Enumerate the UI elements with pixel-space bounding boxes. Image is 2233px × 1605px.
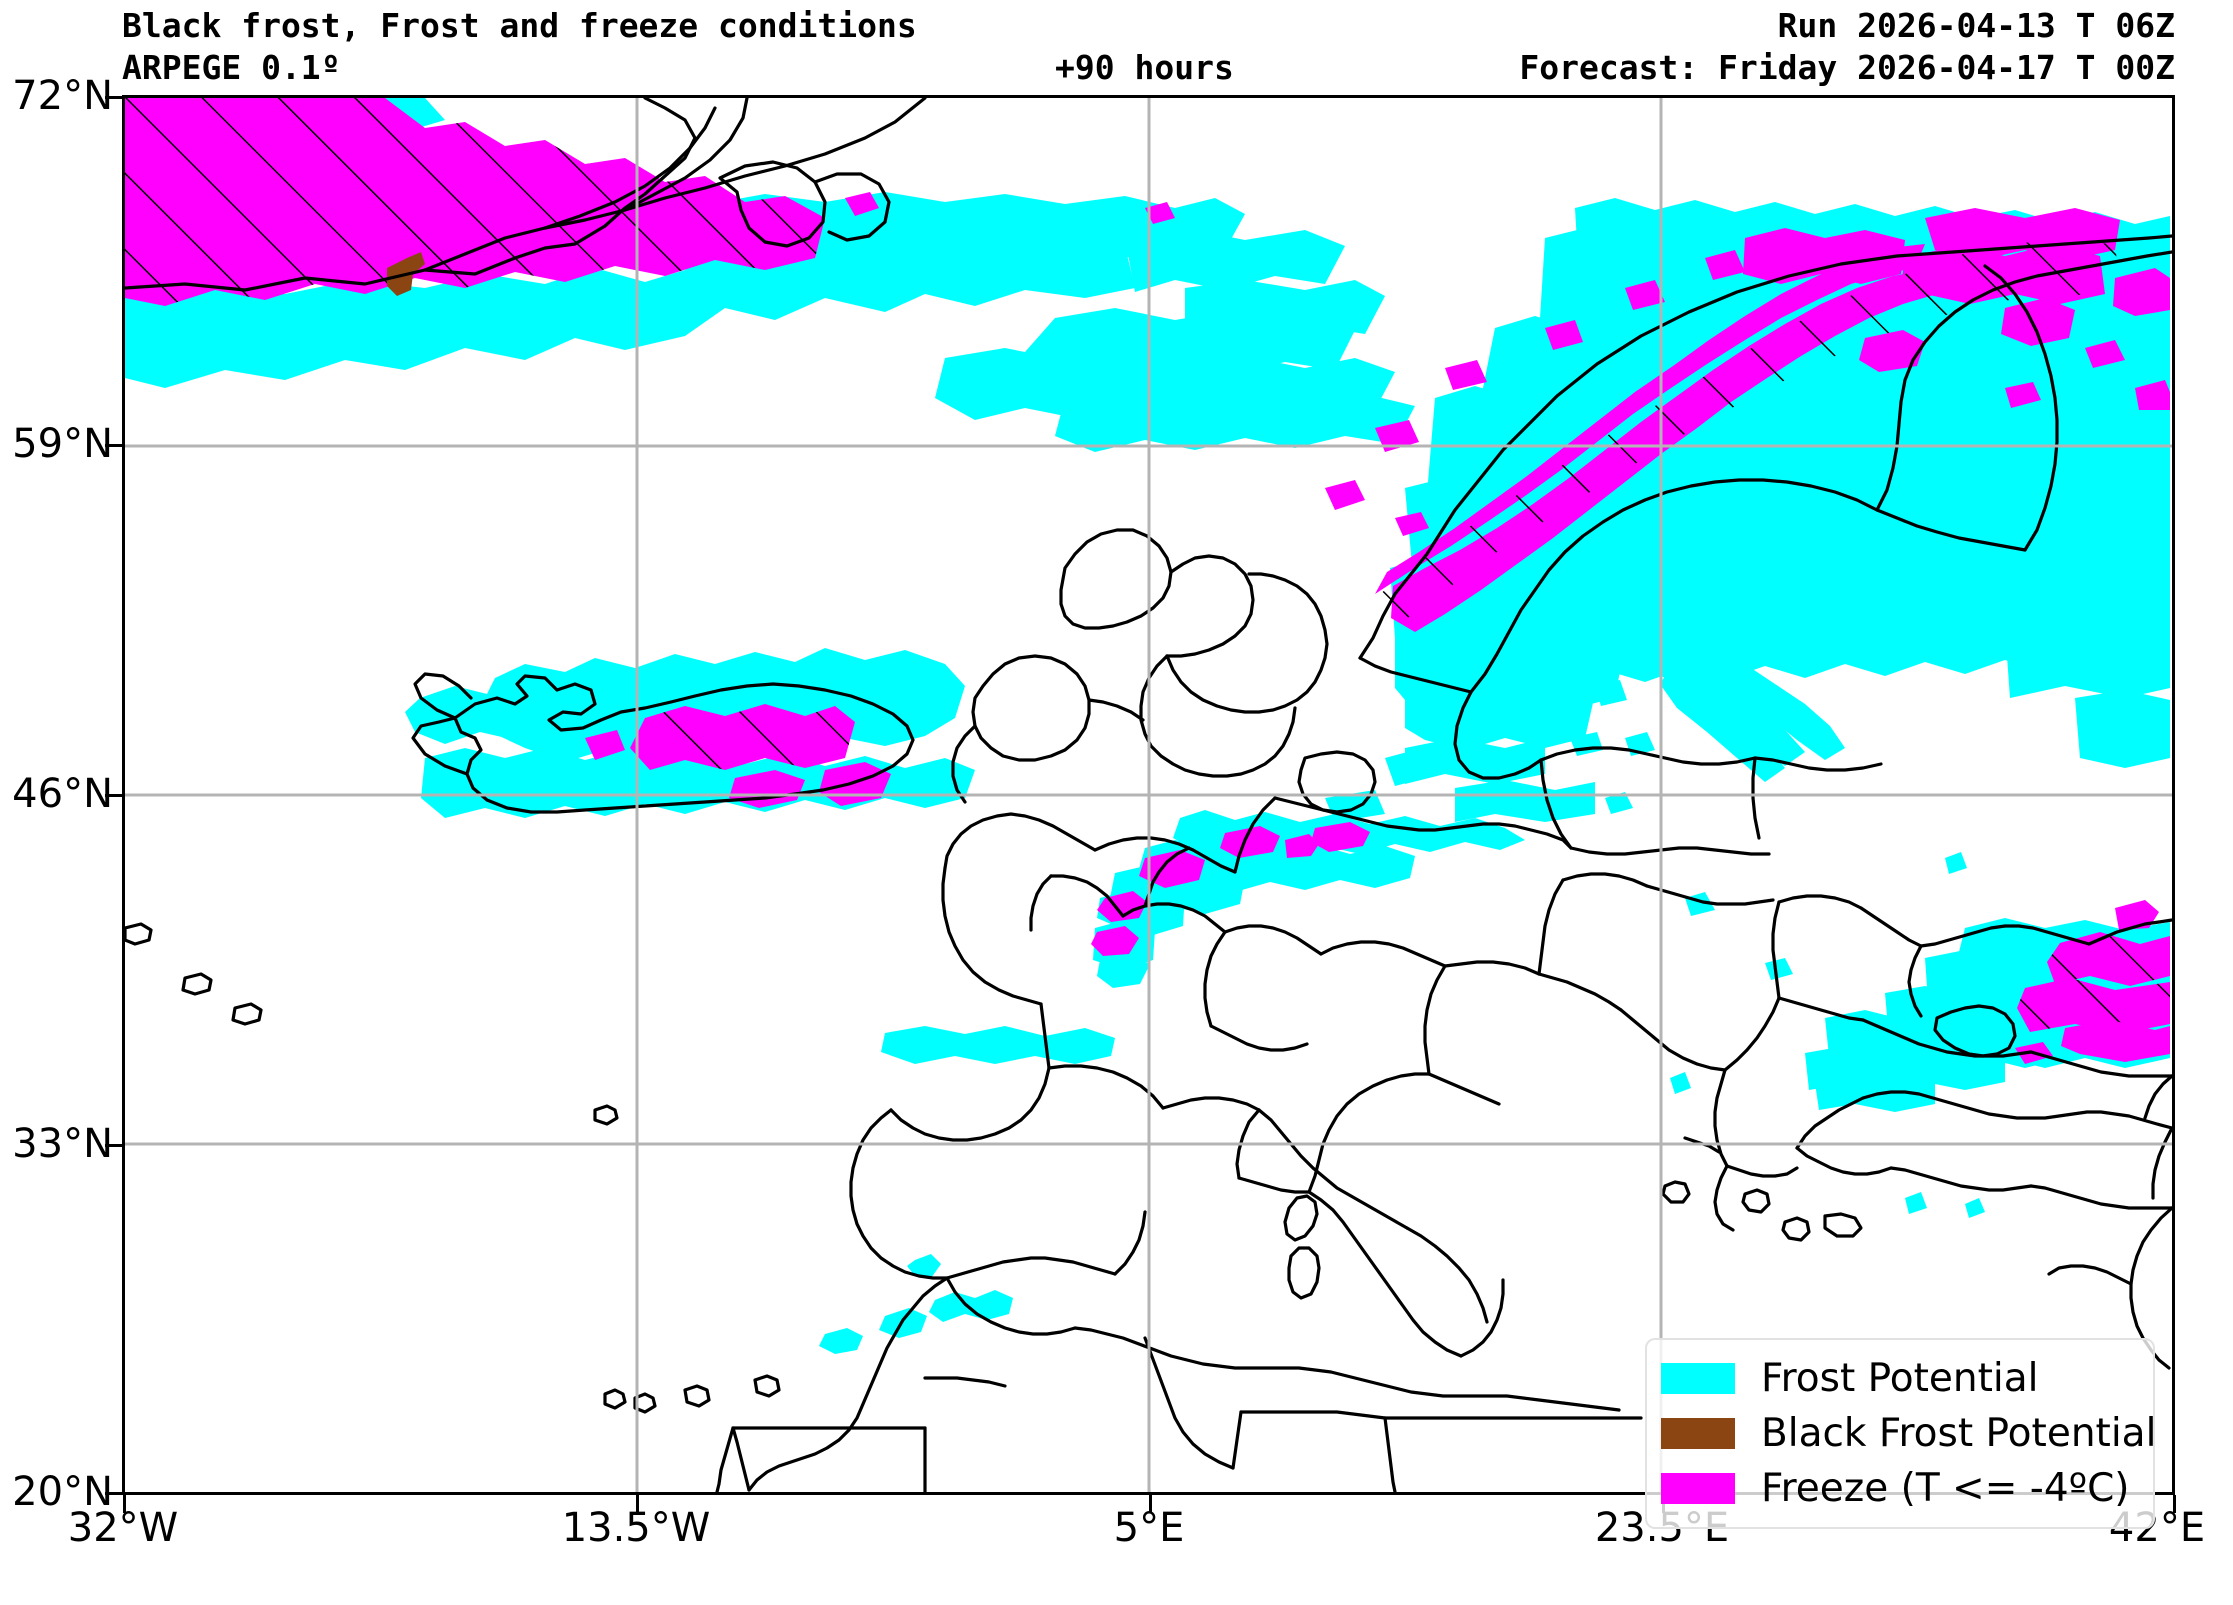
map-title: Black frost, Frost and freeze conditions [122, 6, 917, 45]
legend-label-freeze: Freeze (T <= -4ºC) [1761, 1466, 2130, 1511]
black-frost-potential-swatch [1661, 1418, 1735, 1449]
legend-label-frost: Frost Potential [1761, 1356, 2039, 1401]
y-tickmark-3 [105, 1144, 123, 1147]
forecast-map-panel[interactable] [122, 95, 2175, 1495]
x-tickmark-1 [636, 1495, 639, 1513]
frost-potential-swatch [1661, 1363, 1735, 1394]
coastlines-and-borders [125, 98, 2172, 1492]
x-axis-label-32w: 32°W [67, 1505, 179, 1551]
graticule-gridlines [125, 98, 2172, 1492]
y-axis-label-46n: 46°N [12, 771, 113, 817]
y-axis-label-59n: 59°N [12, 421, 113, 467]
y-axis-label-20n: 20°N [12, 1469, 113, 1515]
y-tickmark-0 [105, 96, 123, 99]
y-tickmark-4 [105, 1492, 123, 1495]
legend-row-black-frost: Black Frost Potential [1661, 1406, 2156, 1461]
map-legend: Frost Potential Black Frost Potential Fr… [1645, 1338, 2156, 1529]
x-axis-label-135w: 13.5°W [561, 1505, 711, 1551]
run-timestamp: Run 2026-04-13 T 06Z [1777, 6, 2175, 45]
legend-label-black-frost: Black Frost Potential [1761, 1411, 2157, 1456]
lead-time-label: +90 hours [1055, 48, 1234, 87]
freeze-swatch [1661, 1473, 1735, 1504]
x-tickmark-4 [2173, 1495, 2176, 1513]
y-tickmark-2 [105, 794, 123, 797]
legend-row-freeze: Freeze (T <= -4ºC) [1661, 1461, 2137, 1516]
y-tickmark-1 [105, 444, 123, 447]
forecast-timestamp: Forecast: Friday 2026-04-17 T 00Z [1519, 48, 2175, 87]
x-tickmark-2 [1149, 1495, 1152, 1513]
x-tickmark-0 [123, 1495, 126, 1513]
y-axis-label-72n: 72°N [12, 73, 113, 119]
legend-row-frost: Frost Potential [1661, 1351, 2137, 1406]
map-canvas [125, 98, 2172, 1492]
model-label: ARPEGE 0.1º [122, 48, 341, 87]
x-axis-label-5e: 5°E [1113, 1505, 1185, 1551]
y-axis-label-33n: 33°N [12, 1121, 113, 1167]
